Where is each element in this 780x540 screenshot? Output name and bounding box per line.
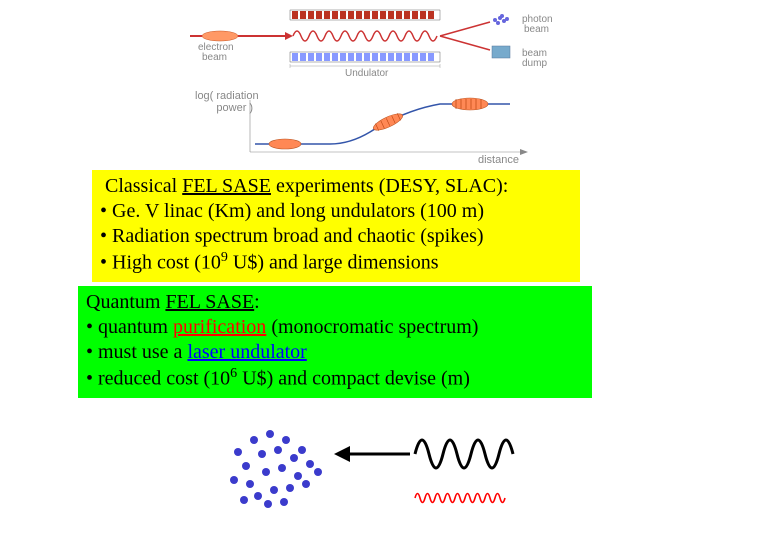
svg-text:beam: beam: [524, 24, 549, 35]
classical-bullet-3: • High cost (109 U$) and large dimension…: [100, 249, 572, 276]
svg-text:Undulator: Undulator: [345, 68, 389, 79]
quantum-bullet-1: • quantum purification (monocromatic spe…: [86, 315, 584, 340]
power-xlabel: distance: [478, 154, 519, 166]
photon-bunch: [493, 14, 509, 25]
electron-cloud: [230, 430, 322, 508]
classical-bullet-1: • Ge. V linac (Km) and long undulators (…: [100, 199, 572, 224]
quantum-box: Quantum FEL SASE: • quantum purification…: [78, 286, 592, 398]
svg-text:dump: dump: [522, 58, 547, 69]
red-wave: [415, 494, 505, 503]
classical-box: Classical FEL SASE experiments (DESY, SL…: [92, 170, 580, 282]
beam-dump-icon: [492, 46, 510, 58]
svg-text:beam: beam: [202, 52, 227, 63]
fel-schematic: electron beam Undulator photon beam beam…: [180, 8, 580, 88]
quantum-title: Quantum FEL SASE:: [86, 290, 584, 315]
power-ylabel: log( radiation power ): [195, 90, 259, 114]
magnet-bottom-row: [290, 52, 440, 62]
black-wave: [415, 440, 513, 468]
bottom-diagram: [210, 410, 530, 520]
undulator-wiggle: [293, 31, 437, 41]
classical-bullet-2: • Radiation spectrum broad and chaotic (…: [100, 224, 572, 249]
arrow-head-icon: [334, 446, 350, 462]
classical-title: Classical FEL SASE experiments (DESY, SL…: [100, 174, 572, 199]
quantum-bullet-3: • reduced cost (106 U$) and compact devi…: [86, 365, 584, 392]
quantum-bullet-2: • must use a laser undulator: [86, 340, 584, 365]
magnet-top-row: [290, 10, 440, 20]
